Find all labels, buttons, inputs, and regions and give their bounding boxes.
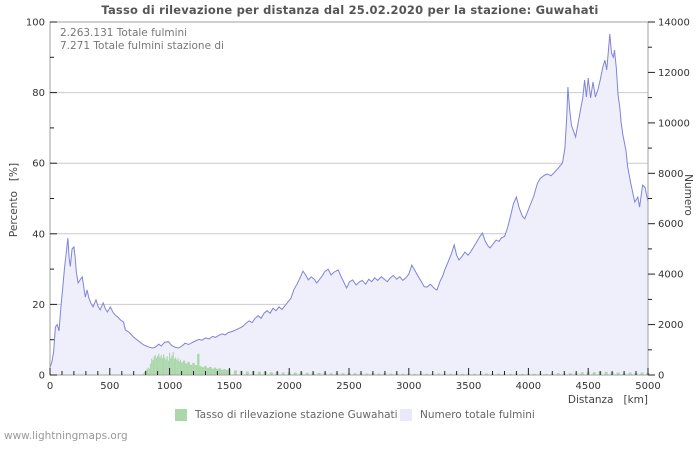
svg-text:80: 80	[32, 88, 45, 99]
svg-text:500: 500	[100, 381, 119, 392]
svg-text:8000: 8000	[658, 169, 683, 180]
svg-text:20: 20	[32, 300, 45, 311]
svg-text:100: 100	[26, 18, 45, 29]
svg-text:4000: 4000	[516, 381, 541, 392]
x-axis-ticks: 0 500 1000 1500 2000 2500 3000 3500 4000 4500 5000	[47, 368, 661, 392]
svg-text:4000: 4000	[658, 270, 683, 281]
total-lightning-area	[50, 34, 648, 375]
svg-text:1000: 1000	[157, 381, 182, 392]
svg-text:40: 40	[32, 229, 45, 240]
svg-text:12000: 12000	[658, 68, 690, 79]
y-right-ticks: 0 2000 4000 6000 8000 10000 12000 14000	[648, 18, 690, 382]
svg-text:3000: 3000	[396, 381, 421, 392]
total-lightning-swatch	[400, 409, 412, 421]
x-axis-label: Distanza [km]	[567, 394, 648, 406]
svg-text:60: 60	[32, 159, 45, 170]
svg-text:0: 0	[658, 371, 664, 382]
detection-rate-swatch	[175, 409, 187, 421]
total-lightning-line	[49, 34, 649, 368]
station-lightning-annotation: 7.271 Totale fulmini stazione di	[60, 40, 224, 52]
svg-text:2000: 2000	[658, 320, 683, 331]
svg-text:3500: 3500	[456, 381, 481, 392]
svg-text:5000: 5000	[635, 381, 660, 392]
svg-text:6000: 6000	[658, 219, 683, 230]
y-axis-right-label: Numero	[682, 174, 694, 216]
svg-text:10000: 10000	[658, 118, 690, 129]
legend-label-detection-rate: Tasso di rilevazione stazione Guwahati	[195, 409, 398, 421]
svg-text:4500: 4500	[575, 381, 600, 392]
y-left-ticks: 0 20 40 60 80 100	[26, 18, 57, 382]
legend-label-total-lightning: Numero totale fulmini	[420, 409, 535, 421]
chart-title: Tasso di rilevazione per distanza dal 25…	[101, 3, 599, 17]
watermark: www.lightningmaps.org	[4, 430, 128, 442]
svg-text:2500: 2500	[336, 381, 361, 392]
svg-text:0: 0	[47, 381, 53, 392]
svg-text:0: 0	[39, 371, 45, 382]
y-axis-left-label: Percento [%]	[8, 162, 20, 238]
svg-text:1500: 1500	[217, 381, 242, 392]
total-lightning-annotation: 2.263.131 Totale fulmini	[60, 27, 188, 39]
svg-text:14000: 14000	[658, 18, 690, 29]
svg-text:2000: 2000	[276, 381, 301, 392]
